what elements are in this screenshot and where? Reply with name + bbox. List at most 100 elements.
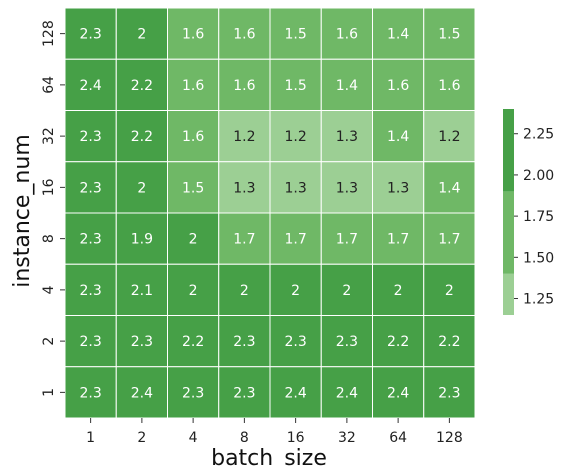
x-axis-label: batch_size xyxy=(211,446,327,468)
heatmap-cell-value: 1.6 xyxy=(336,27,358,43)
heatmap-cell-value: 1.5 xyxy=(284,27,306,43)
heatmap-cell-value: 1.4 xyxy=(387,27,409,43)
heatmap-cell-value: 2 xyxy=(342,283,351,299)
heatmap-cell-value: 1.6 xyxy=(182,129,204,145)
colorbar-tick-label: 1.75 xyxy=(523,209,554,225)
heatmap-cell xyxy=(269,212,322,265)
heatmap-cell-value: 1.6 xyxy=(387,78,409,94)
colorbar-band xyxy=(503,273,514,315)
y-axis-label: instance_num xyxy=(10,134,35,288)
heatmap-cell-value: 2.2 xyxy=(182,334,204,350)
heatmap-cell-value: 2 xyxy=(137,180,146,196)
heatmap-cell-value: 2.3 xyxy=(233,334,255,350)
heatmap-cells xyxy=(64,7,476,419)
heatmap-cell xyxy=(167,263,220,316)
heatmap-cell-value: 1.3 xyxy=(387,180,409,196)
y-tick-label: 4 xyxy=(41,285,57,294)
heatmap-cell-value: 2.3 xyxy=(182,385,204,401)
heatmap-cell-value: 1.4 xyxy=(387,129,409,145)
heatmap-cell-value: 2 xyxy=(445,283,454,299)
colorbar: 2.25 2.00 1.75 1.50 1.25 xyxy=(503,109,554,315)
heatmap-cell-value: 1.6 xyxy=(182,78,204,94)
heatmap-cell xyxy=(218,110,271,163)
heatmap-cell-value: 2.4 xyxy=(336,385,358,401)
heatmap-cell-value: 2.2 xyxy=(438,334,460,350)
colorbar-tick-label: 2.00 xyxy=(523,168,554,184)
heatmap-cell-value: 1.2 xyxy=(284,129,306,145)
heatmap-cell xyxy=(167,7,220,60)
heatmap-cell-value: 1.7 xyxy=(336,232,358,248)
heatmap-cell xyxy=(64,7,117,60)
heatmap-cell xyxy=(64,315,117,368)
x-tick-label: 64 xyxy=(389,430,407,446)
heatmap-cell-value: 1.5 xyxy=(284,78,306,94)
heatmap-cell-value: 2.3 xyxy=(79,27,101,43)
heatmap-cell-value: 2.4 xyxy=(284,385,306,401)
heatmap-cell-value: 1.2 xyxy=(233,129,255,145)
heatmap-cell xyxy=(115,315,168,368)
heatmap-cell xyxy=(269,315,322,368)
heatmap-cell xyxy=(423,366,476,419)
heatmap-cell-value: 2.3 xyxy=(79,385,101,401)
y-axis-ticks: 128 64 32 16 8 4 2 1 xyxy=(41,20,65,397)
heatmap-cell xyxy=(64,161,117,214)
x-tick-label: 16 xyxy=(287,430,305,446)
heatmap-cell-value: 1.9 xyxy=(131,232,153,248)
heatmap-cell-value: 1.3 xyxy=(336,180,358,196)
heatmap-cell-value: 2.3 xyxy=(79,283,101,299)
heatmap-cell-value: 1.7 xyxy=(284,232,306,248)
heatmap-cell xyxy=(218,212,271,265)
heatmap-cell xyxy=(167,366,220,419)
colorbar-tick-label: 1.25 xyxy=(523,292,554,308)
heatmap-cell xyxy=(115,7,168,60)
heatmap-cell-value: 2.2 xyxy=(131,129,153,145)
heatmap-cell-value: 1.5 xyxy=(438,27,460,43)
heatmap-cell xyxy=(320,110,373,163)
heatmap-cell xyxy=(320,315,373,368)
y-tick-label: 16 xyxy=(41,178,57,196)
heatmap-cell-value: 1.6 xyxy=(233,27,255,43)
heatmap-cell-value: 1.7 xyxy=(438,232,460,248)
y-tick-label: 8 xyxy=(41,234,57,243)
heatmap-cell xyxy=(167,161,220,214)
heatmap-cell xyxy=(269,110,322,163)
heatmap-cell xyxy=(320,58,373,111)
heatmap-cell-value: 2.4 xyxy=(79,78,101,94)
y-tick-label: 2 xyxy=(41,337,57,346)
heatmap-cell-value: 2.2 xyxy=(387,334,409,350)
heatmap-cell xyxy=(269,263,322,316)
heatmap-cell-value: 2.3 xyxy=(79,232,101,248)
heatmap-cell xyxy=(320,7,373,60)
heatmap-cell-value: 2.3 xyxy=(79,129,101,145)
heatmap-cell xyxy=(115,58,168,111)
heatmap-cell-value: 1.3 xyxy=(336,129,358,145)
heatmap-cell xyxy=(218,161,271,214)
y-tick-label: 64 xyxy=(41,76,57,94)
heatmap-cell xyxy=(372,110,425,163)
heatmap-cell xyxy=(115,110,168,163)
heatmap-cell-value: 2 xyxy=(394,283,403,299)
x-axis-ticks: 1 2 4 8 16 32 64 128 xyxy=(86,418,463,446)
x-tick-label: 128 xyxy=(436,430,463,446)
heatmap-cell xyxy=(372,263,425,316)
heatmap-cell-value: 2 xyxy=(137,27,146,43)
x-tick-label: 32 xyxy=(338,430,356,446)
heatmap-cell xyxy=(423,58,476,111)
heatmap-cell-value: 1.6 xyxy=(438,78,460,94)
colorbar-band xyxy=(503,109,514,192)
heatmap-cell-value: 2.3 xyxy=(79,334,101,350)
heatmap-cell xyxy=(269,161,322,214)
heatmap-cell-value: 2.4 xyxy=(387,385,409,401)
heatmap-cell xyxy=(167,110,220,163)
heatmap-cell xyxy=(423,315,476,368)
heatmap-cell-value: 1.2 xyxy=(438,129,460,145)
y-tick-label: 1 xyxy=(41,388,57,397)
x-tick-label: 2 xyxy=(137,430,146,446)
heatmap-cell-value: 2 xyxy=(189,283,198,299)
heatmap-cell xyxy=(423,7,476,60)
heatmap-cell-value: 1.3 xyxy=(284,180,306,196)
heatmap-cell-value: 2.1 xyxy=(131,283,153,299)
heatmap-cell-value: 1.7 xyxy=(387,232,409,248)
colorbar-band xyxy=(503,191,514,274)
